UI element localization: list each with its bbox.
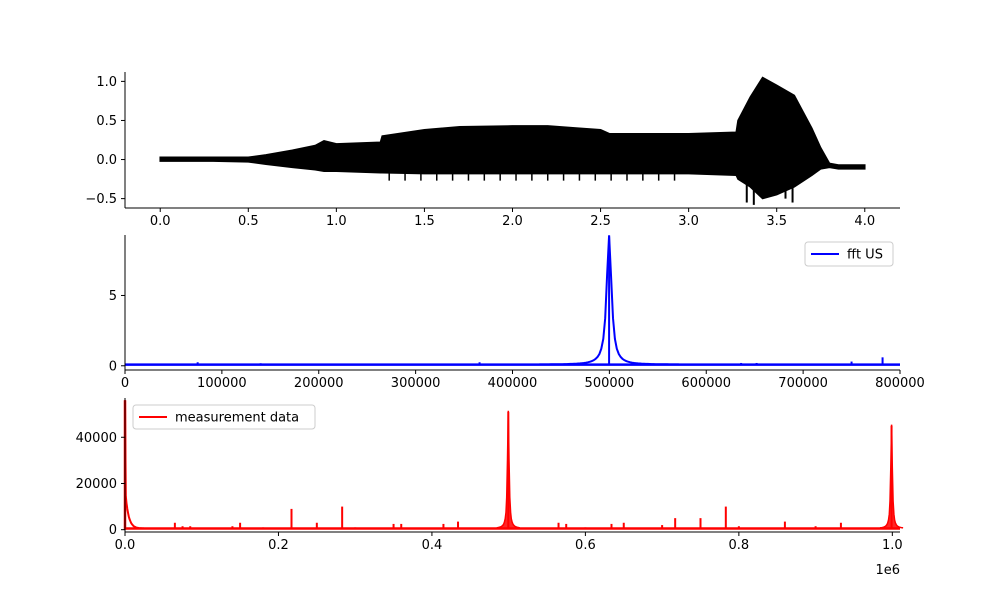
y-tick-label: −0.5 [85,192,117,207]
fft-main-peak-skirt [539,235,679,366]
time-signal-panel: 0.0 0.5 1.0 1.5 2.0 2.5 3.0 3.5 4.0 −0.5 0.0 0.5 1.0 [85,72,900,229]
y-tick-label: 5 [109,289,117,304]
legend-label: measurement data [175,411,299,426]
x-tick-label: 4.0 [854,214,875,229]
x-tick-label: 2.5 [590,214,611,229]
y-tick-label: 40000 [76,431,117,446]
y-tick-label: 0 [109,523,117,538]
x-tick-label: 600000 [681,376,731,391]
x-tick-label: 0.4 [422,538,443,553]
y-tick-label: 0.5 [96,114,117,129]
legend-box [804,241,894,267]
x-tick-label: 0.6 [575,538,596,553]
legend-label: fft US [847,248,883,263]
legend-box [132,404,316,430]
x-tick-label: 500000 [585,376,635,391]
x-tick-label: 0.2 [268,538,289,553]
x-tick-label: 0.8 [729,538,750,553]
x-tick-label: 1.0 [882,538,903,553]
x-tick-label: 100000 [197,376,247,391]
x-tick-label: 1.0 [326,214,347,229]
x-tick-label: 300000 [391,376,441,391]
measurement-data-panel: 0.0 0.2 0.4 0.6 0.8 1.0 0 20000 40000 1e6 measurem… [76,398,904,578]
y-tick-label: 20000 [76,477,117,492]
x-tick-label: 1.5 [414,214,435,229]
measurement-dc-decay [124,400,145,530]
x-tick-label: 2.0 [502,214,523,229]
x-offset-text: 1e6 [875,563,900,578]
x-tick-label: 0.5 [238,214,259,229]
x-tick-label: 800000 [875,376,925,391]
x-tick-label: 0.0 [150,214,171,229]
y-tick-label: 1.0 [96,75,117,90]
x-tick-label: 0.0 [115,538,136,553]
fft-us-panel: 0 100000 200000 300000 400000 500000 600000 700… [109,235,925,391]
x-tick-label: 0 [121,376,129,391]
x-tick-label: 3.0 [678,214,699,229]
x-tick-label: 200000 [294,376,344,391]
y-tick-label: 0 [109,359,117,374]
x-tick-label: 400000 [488,376,538,391]
x-tick-label: 700000 [778,376,828,391]
y-tick-label: 0.0 [96,153,117,168]
signal-envelope [159,76,866,200]
x-tick-label: 3.5 [766,214,787,229]
